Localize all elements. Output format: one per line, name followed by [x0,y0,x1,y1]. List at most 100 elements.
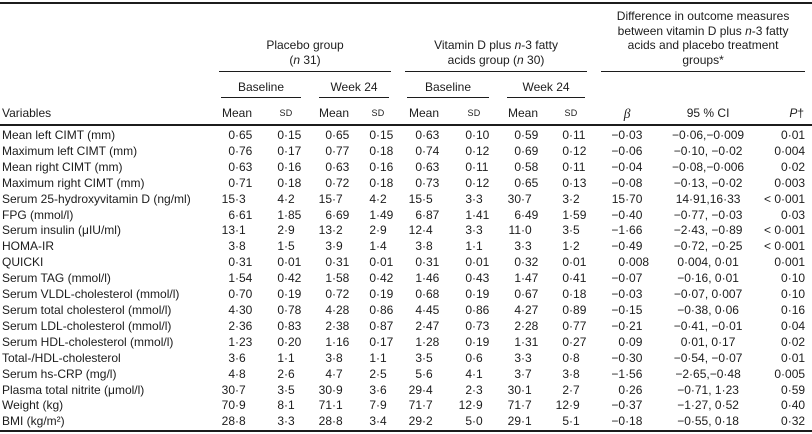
table-body: Mean left CIMT (mm) 0·65 0·15 0·65 0·15 0·63 0… [0,125,812,431]
table-row: Serum 25-hydroxyvitamin D (ng/ml) 15·3 4·2… [0,192,812,208]
p-value: 0·01 [781,128,806,142]
vitd-week24-sd: 0·11 [562,128,586,142]
table-row: Total-/HDL-cholesterol 3·6 1·1 3·8 1·1 3·5 0·6… [0,351,812,367]
vitd-baseline-mean: 0·73 [415,175,440,190]
beta-value: −1·56 [611,366,643,381]
p-value: 0·16 [781,302,806,317]
variable-label: Serum insulin (μIU/ml) [2,223,121,238]
vitd-week24-sd: 5·1 [562,414,580,429]
beta-value: −0·40 [611,207,643,222]
vitamin-d-group-header: Vitamin D plus n-3 fatty acids group (n … [398,3,594,72]
ci-value: −0·08,−0·006 [672,159,745,174]
placebo-baseline-sd: 0·78 [277,302,302,317]
placebo-baseline-mean: 13·1 [221,223,246,238]
mean-header: Mean [498,98,549,126]
vitd-baseline-mean: 0·63 [415,159,440,174]
vitd-week24-mean: 6·49 [514,207,539,222]
vitd-week24-sd: 0·77 [562,318,587,333]
vitd-baseline-sd: 12·9 [458,398,483,413]
sd-header: SD [450,98,499,126]
vitd-baseline-sd: 5·0 [465,414,483,429]
header-spacer [0,72,212,98]
vitd-baseline-sd: 2·3 [465,382,483,397]
variable-label: Serum LDL-cholesterol (mmol/l) [2,318,172,333]
placebo-baseline-sd: 1·1 [277,350,295,365]
p-value: 0·02 [781,159,806,174]
sd-header: SD [262,98,310,126]
p-value: 0·02 [781,334,806,349]
ci-value: −0·38, 0·06 [677,302,739,317]
placebo-baseline-mean: 0·31 [228,255,253,270]
n3-italic: n [745,23,752,38]
table-row: Maximum left CIMT (mm) 0·76 0·17 0·77 0·18 0·… [0,144,812,160]
beta-value: −0·49 [611,239,643,254]
placebo-baseline-mean: 0·76 [228,143,253,158]
vitd-baseline-mean: 0·31 [415,255,440,270]
beta-value: −1·66 [611,223,643,238]
placebo-week24-sd: 4·2 [369,191,387,206]
vitd-baseline-sd: 0·6 [465,350,483,365]
p-value: < 0·001 [764,223,806,238]
n-count-italic: n [293,52,300,67]
ci-value: −0·71, 1·23 [677,382,739,397]
placebo-week24-sd: 0·01 [369,255,394,270]
vitd-baseline-sd: 0·19 [465,334,490,349]
placebo-baseline-sd: 2·6 [277,366,295,381]
vitd-baseline-sd: 0·19 [465,287,490,302]
placebo-week24-sd: 1·4 [369,239,387,254]
vitd-week24-mean: 0·69 [514,143,539,158]
p-value: 0·40 [781,398,806,413]
vitd-week24-sd: 0·12 [562,143,587,158]
placebo-week24-sd: 0·15 [369,128,394,142]
variables-header: Variables [0,98,212,126]
p-value: 0·59 [781,382,806,397]
placebo-baseline-mean: 0·71 [228,175,253,190]
beta-value: −0·08 [611,175,643,190]
placebo-baseline-sd: 0·01 [277,255,302,270]
vitd-baseline-mean: 12·4 [408,223,433,238]
vitd-week24-sd: 2·7 [562,382,580,397]
vitd-week24-sd: 0·41 [562,271,587,286]
variable-label: Maximum left CIMT (mm) [2,143,138,158]
variable-label: Weight (kg) [2,398,64,413]
timepoint-header-row: Baseline Week 24 Baseline Week 24 [0,72,812,98]
p-value: 0·005 [774,366,806,381]
beta-value: −0·21 [611,318,643,333]
placebo-baseline-mean: 1·23 [228,334,253,349]
p-value: 0·003 [774,175,806,190]
beta-value: −0·37 [611,398,643,413]
variable-label: FPG (mmol/l) [2,207,74,222]
placebo-week24-sd: 2·5 [369,366,387,381]
p-value: 0·004 [774,143,806,158]
vitd-baseline-mean: 15·5 [408,191,433,206]
table-row: BMI (kg/m²) 28·8 3·3 28·8 3·4 29·2 5·0 29·1 5·1 −… [0,414,812,431]
table-row: Mean left CIMT (mm) 0·65 0·15 0·65 0·15 0·63 0… [0,125,812,144]
header-spacer [594,72,812,98]
placebo-baseline-mean: 0·63 [228,159,253,174]
placebo-week24-mean: 6·69 [325,207,350,222]
p-value: 0·001 [774,255,806,270]
sd-header: SD [358,98,399,126]
placebo-baseline-mean: 70·9 [221,398,246,413]
ci-value: −0·54, −0·07 [673,350,743,365]
vitd-week24-sd: 0·27 [562,334,587,349]
placebo-baseline-sd: 0·18 [277,175,302,190]
vitd-baseline-sd: 0·12 [465,175,490,190]
vitd-week24-mean: 30·7 [507,191,532,206]
placebo-baseline-mean: 30·7 [221,382,246,397]
beta-value: 0·008 [618,255,650,270]
beta-value: −0·15 [611,302,643,317]
placebo-week24-mean: 3·9 [325,239,343,254]
vitd-week24-sd: 0·18 [562,287,587,302]
placebo-week24-mean: 4·28 [325,302,350,317]
ci-value: −0·16, 0·01 [677,271,739,286]
placebo-week24-sd: 2·9 [369,223,387,238]
vitd-baseline-subheader: Baseline [398,72,498,98]
variable-label: BMI (kg/m²) [2,414,65,429]
placebo-baseline-sd: 0·20 [277,334,302,349]
vitd-baseline-mean: 6·87 [415,207,440,222]
placebo-baseline-mean: 0·70 [228,287,253,302]
group-header-row: Placebo group (n 31) Vitamin D plus n-3 … [0,3,812,72]
p-value: 0·03 [781,207,806,222]
placebo-week24-mean: 4·7 [325,366,343,381]
